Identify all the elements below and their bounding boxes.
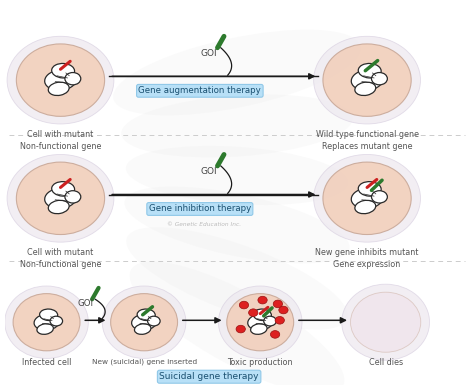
Text: Gene augmentation therapy: Gene augmentation therapy (138, 86, 261, 95)
Ellipse shape (323, 44, 411, 116)
Ellipse shape (50, 316, 63, 326)
Ellipse shape (34, 314, 59, 330)
Ellipse shape (121, 95, 353, 158)
Ellipse shape (48, 200, 69, 214)
Ellipse shape (102, 286, 186, 358)
Ellipse shape (52, 182, 74, 196)
Ellipse shape (372, 191, 387, 203)
Ellipse shape (126, 227, 348, 329)
Text: Cell with mutant
Non-functional gene: Cell with mutant Non-functional gene (20, 248, 101, 269)
Ellipse shape (147, 316, 160, 326)
Text: GOI: GOI (77, 300, 93, 308)
Ellipse shape (110, 294, 178, 351)
Ellipse shape (253, 309, 271, 321)
Ellipse shape (130, 261, 344, 389)
Text: Toxic production: Toxic production (228, 358, 293, 368)
Ellipse shape (264, 316, 276, 326)
Ellipse shape (358, 182, 381, 196)
Ellipse shape (45, 70, 76, 90)
Ellipse shape (314, 36, 420, 124)
Circle shape (258, 296, 267, 304)
Ellipse shape (16, 44, 105, 116)
Ellipse shape (323, 162, 411, 235)
Ellipse shape (137, 309, 155, 321)
Circle shape (248, 309, 258, 317)
Text: Wild type functional gene
Replaces mutant gene: Wild type functional gene Replaces mutan… (316, 130, 419, 151)
Ellipse shape (355, 200, 376, 214)
Ellipse shape (219, 286, 302, 358)
Ellipse shape (248, 314, 273, 330)
Text: Cell with mutant
Non-functional gene: Cell with mutant Non-functional gene (20, 130, 101, 151)
Circle shape (275, 317, 284, 324)
Ellipse shape (65, 72, 81, 85)
Text: © Genetic Education Inc.: © Genetic Education Inc. (167, 222, 242, 227)
Circle shape (279, 306, 288, 314)
Ellipse shape (372, 72, 387, 85)
Ellipse shape (124, 187, 350, 263)
Text: Infected cell: Infected cell (22, 358, 71, 368)
Text: Cell dies: Cell dies (369, 358, 403, 368)
Ellipse shape (7, 36, 114, 124)
Ellipse shape (65, 191, 81, 203)
Text: GOI: GOI (201, 49, 218, 58)
Ellipse shape (126, 146, 348, 205)
Ellipse shape (52, 63, 74, 78)
Ellipse shape (227, 294, 294, 351)
Circle shape (236, 325, 246, 333)
Ellipse shape (351, 292, 421, 352)
Ellipse shape (351, 188, 383, 209)
Text: Suicidal gene therapy: Suicidal gene therapy (159, 372, 259, 381)
Ellipse shape (135, 324, 151, 335)
Ellipse shape (40, 309, 58, 321)
Ellipse shape (45, 188, 76, 209)
Ellipse shape (358, 63, 381, 78)
Ellipse shape (5, 286, 88, 358)
Ellipse shape (251, 324, 267, 335)
Ellipse shape (16, 162, 105, 235)
Text: New gene inhibits mutant
Gene expression: New gene inhibits mutant Gene expression (315, 248, 419, 269)
Ellipse shape (314, 154, 420, 242)
Circle shape (239, 301, 248, 309)
Circle shape (273, 300, 283, 308)
Ellipse shape (37, 324, 54, 335)
Ellipse shape (48, 82, 69, 96)
Ellipse shape (13, 294, 80, 351)
Text: Gene inhibition therapy: Gene inhibition therapy (149, 205, 251, 214)
Ellipse shape (351, 70, 383, 90)
Ellipse shape (342, 284, 429, 360)
Ellipse shape (113, 30, 361, 116)
Ellipse shape (7, 154, 114, 242)
Ellipse shape (132, 314, 156, 330)
Circle shape (271, 331, 280, 338)
Text: GOI: GOI (201, 167, 218, 176)
Ellipse shape (355, 82, 376, 96)
Text: New (suicidal) gene inserted: New (suicidal) gene inserted (91, 358, 197, 365)
